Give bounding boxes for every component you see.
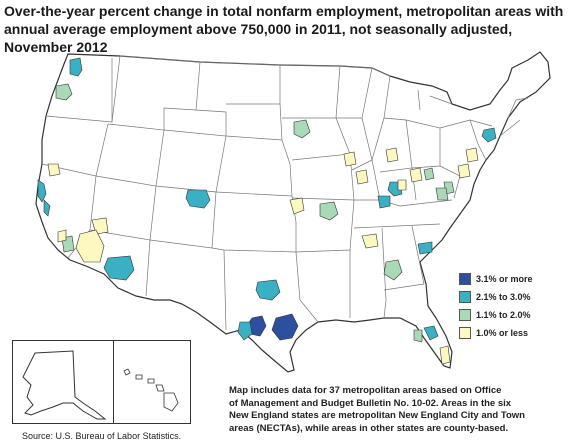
metro-portland — [55, 83, 73, 101]
map-note: Map includes data for 37 metropolitan ar… — [229, 385, 579, 435]
metro-st-louis — [289, 197, 305, 215]
map-note-line-3: New England states are metropolitan New … — [229, 410, 525, 421]
metro-denver — [185, 189, 211, 209]
metro-cleveland — [409, 167, 423, 183]
metro-louisville — [377, 195, 391, 209]
legend-swatch — [459, 327, 471, 339]
us-outline — [35, 51, 551, 373]
legend-item-1-0-or-less: 1.0% or less — [459, 325, 577, 341]
metro-cincinnati — [397, 179, 407, 191]
legend-label: 1.1% to 2.0% — [476, 310, 531, 320]
alaska-inset — [12, 340, 114, 424]
metro-new-york — [465, 147, 479, 163]
metro-san-diego — [75, 229, 105, 263]
metro-tampa — [413, 329, 423, 343]
legend-item-1-1-to-2-0: 1.1% to 2.0% — [459, 307, 577, 323]
map-title: Over-the-year percent change in total no… — [4, 2, 576, 56]
legend-label: 2.1% to 3.0% — [476, 292, 531, 302]
alaska-shape — [22, 350, 107, 420]
metro-san-jose — [43, 199, 51, 217]
metro-houston — [271, 313, 299, 341]
metro-seattle — [69, 57, 83, 77]
metro-areas — [37, 57, 497, 365]
map-note-line-2: of Management and Budget Bulletin No. 10… — [229, 397, 512, 409]
map-title-line-2: annual average employment above 750,000 … — [4, 21, 513, 55]
metro-los-angeles — [57, 229, 67, 243]
map-note-line-4: areas (NECTAs), while areas in other sta… — [229, 422, 509, 434]
metro-phoenix — [103, 255, 135, 281]
hawaii-inset — [113, 340, 191, 424]
metro-orlando — [423, 325, 439, 341]
source-note: Source: U.S. Bureau of Labor Statistics. — [22, 431, 182, 441]
legend-label: 3.1% or more — [476, 274, 533, 284]
state-borders — [41, 55, 529, 331]
metro-detroit — [385, 147, 399, 163]
metro-washington — [435, 187, 449, 201]
metro-nashville — [361, 233, 379, 249]
hawaii-shape — [123, 368, 179, 412]
metro-kansas-city — [319, 201, 339, 221]
map-title-line-1: Over-the-year percent change in total no… — [4, 3, 564, 19]
legend-item-3-1-or-more: 3.1% or more — [459, 271, 577, 287]
metro-san-francisco — [37, 179, 47, 203]
legend-item-2-1-to-3-0: 2.1% to 3.0% — [459, 289, 577, 305]
legend-swatch — [459, 309, 471, 321]
metro-boston — [481, 127, 497, 143]
legend-label: 1.0% or less — [476, 328, 529, 338]
metro-philadelphia — [457, 163, 471, 179]
metro-milwaukee — [343, 151, 357, 167]
metro-chicago — [355, 169, 369, 185]
map-note-line-1: Map includes data for 37 metropolitan ar… — [229, 385, 502, 396]
metro-minneapolis — [293, 119, 311, 139]
legend-swatch — [459, 291, 471, 303]
metro-pittsburgh — [423, 167, 435, 181]
metro-san-antonio — [237, 321, 253, 341]
metro-miami — [439, 345, 451, 365]
metro-atlanta — [383, 259, 403, 281]
metro-raleigh — [417, 241, 433, 255]
metro-sacramento — [47, 163, 61, 177]
legend-swatch — [459, 273, 471, 285]
metro-dallas — [255, 279, 281, 301]
legend: 3.1% or more 2.1% to 3.0% 1.1% to 2.0% 1… — [459, 271, 577, 343]
